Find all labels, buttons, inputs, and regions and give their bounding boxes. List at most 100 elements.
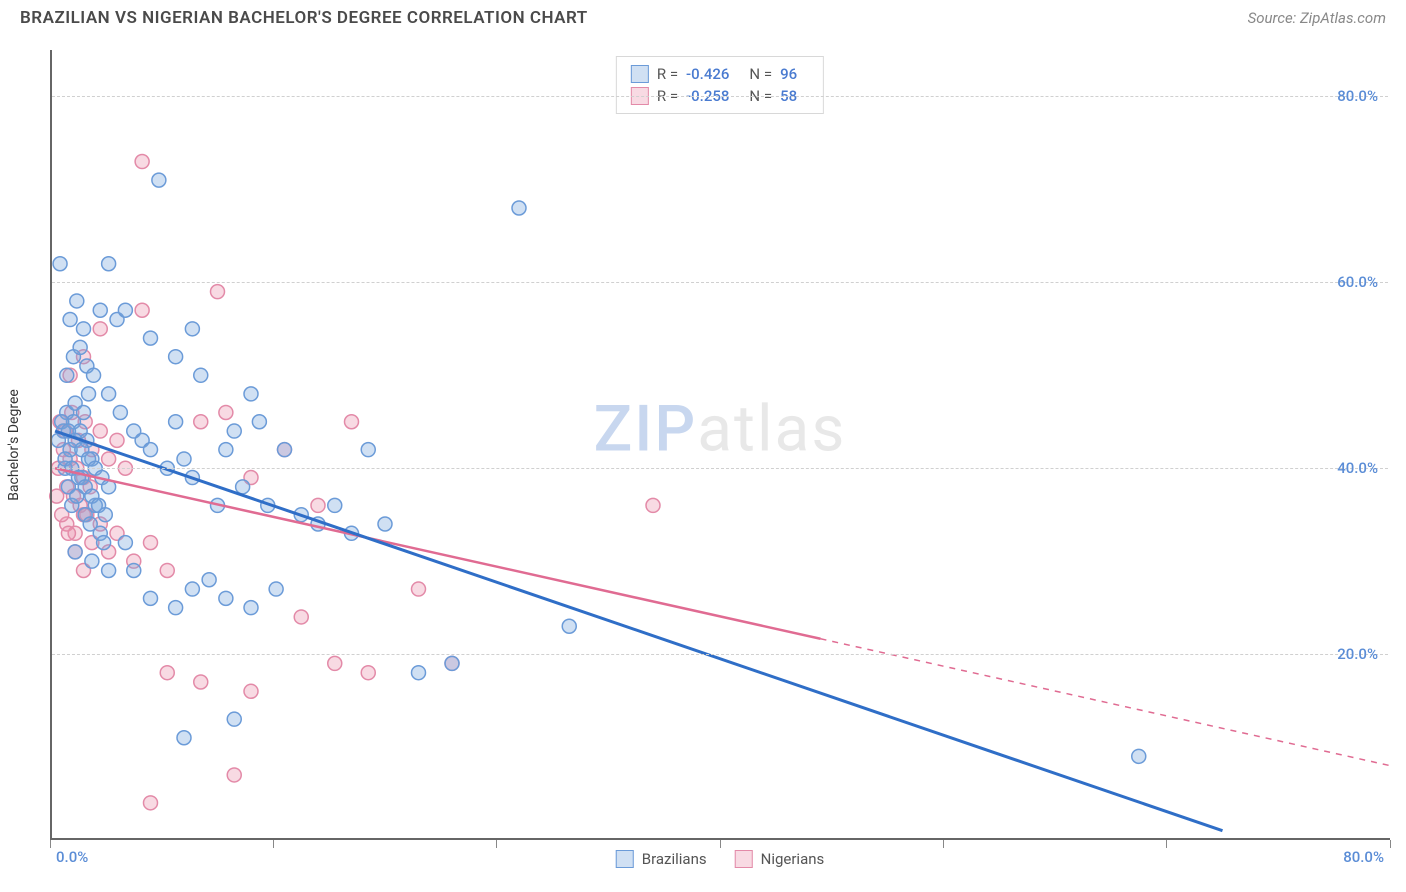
- gridline: [52, 654, 1388, 655]
- scatter-point: [135, 303, 149, 317]
- scatter-point: [113, 405, 127, 419]
- legend-swatch: [631, 65, 649, 83]
- scatter-point: [227, 712, 241, 726]
- scatter-point: [361, 666, 375, 680]
- trend-line-dashed: [821, 639, 1391, 766]
- scatter-point: [328, 498, 342, 512]
- y-axis-label: Bachelor's Degree: [6, 389, 22, 501]
- scatter-point: [345, 415, 359, 429]
- chart-source: Source: ZipAtlas.com: [1248, 9, 1386, 27]
- scatter-point: [102, 563, 116, 577]
- scatter-point: [194, 415, 208, 429]
- scatter-point: [169, 350, 183, 364]
- scatter-point: [160, 563, 174, 577]
- stat-n-value: 96: [780, 65, 797, 83]
- scatter-point: [227, 424, 241, 438]
- stat-r-value: -0.426: [686, 65, 729, 83]
- scatter-point: [177, 731, 191, 745]
- x-axis-start-label: 0.0%: [56, 848, 88, 866]
- legend-swatch: [735, 850, 753, 868]
- scatter-point: [219, 443, 233, 457]
- x-tick: [1390, 840, 1391, 848]
- scatter-point: [211, 285, 225, 299]
- scatter-point: [219, 405, 233, 419]
- scatter-point: [144, 536, 158, 550]
- scatter-point: [135, 155, 149, 169]
- scatter-point: [102, 452, 116, 466]
- scatter-point: [110, 433, 124, 447]
- scatter-point: [93, 322, 107, 336]
- scatter-point: [177, 452, 191, 466]
- scatter-point: [646, 498, 660, 512]
- scatter-point: [144, 796, 158, 810]
- scatter-point: [169, 601, 183, 615]
- legend-swatch: [616, 850, 634, 868]
- scatter-point: [185, 322, 199, 336]
- scatter-point: [294, 610, 308, 624]
- scatter-point: [70, 294, 84, 308]
- scatter-point: [160, 666, 174, 680]
- scatter-point: [144, 443, 158, 457]
- scatter-point: [144, 591, 158, 605]
- scatter-point: [87, 368, 101, 382]
- scatter-point: [102, 387, 116, 401]
- scatter-point: [169, 415, 183, 429]
- x-tick: [720, 840, 721, 848]
- scatter-svg: [50, 50, 1390, 840]
- scatter-point: [97, 536, 111, 550]
- bottom-legend-item: Brazilians: [616, 850, 707, 868]
- scatter-point: [311, 498, 325, 512]
- scatter-point: [118, 303, 132, 317]
- scatter-point: [378, 517, 392, 531]
- scatter-point: [77, 405, 91, 419]
- scatter-point: [53, 257, 67, 271]
- scatter-point: [82, 387, 96, 401]
- stat-r-label: R =: [657, 65, 678, 83]
- scatter-point: [73, 340, 87, 354]
- scatter-point: [68, 545, 82, 559]
- scatter-point: [361, 443, 375, 457]
- y-tick-label: 40.0%: [1337, 459, 1378, 477]
- chart-container: ZIPatlas Bachelor's Degree R =-0.426N =9…: [50, 50, 1390, 840]
- scatter-point: [152, 173, 166, 187]
- scatter-point: [127, 563, 141, 577]
- y-tick-label: 20.0%: [1337, 645, 1378, 663]
- x-tick: [50, 840, 51, 848]
- scatter-point: [85, 554, 99, 568]
- scatter-point: [219, 591, 233, 605]
- scatter-point: [227, 768, 241, 782]
- x-axis-end-label: 80.0%: [1343, 848, 1384, 866]
- scatter-point: [269, 582, 283, 596]
- scatter-point: [118, 536, 132, 550]
- stat-n-label: N =: [749, 65, 772, 83]
- y-tick-label: 80.0%: [1337, 87, 1378, 105]
- scatter-point: [445, 656, 459, 670]
- scatter-point: [144, 331, 158, 345]
- scatter-point: [244, 601, 258, 615]
- scatter-point: [512, 201, 526, 215]
- scatter-point: [98, 508, 112, 522]
- scatter-point: [60, 368, 74, 382]
- scatter-point: [63, 313, 77, 327]
- legend-label: Brazilians: [642, 850, 707, 868]
- scatter-point: [202, 573, 216, 587]
- trend-line: [55, 468, 820, 639]
- stat-legend-row: R = -0.426 N = 96: [631, 63, 809, 85]
- scatter-point: [61, 526, 75, 540]
- x-tick: [496, 840, 497, 848]
- scatter-point: [278, 443, 292, 457]
- scatter-point: [562, 619, 576, 633]
- y-axis-line: [50, 50, 52, 840]
- scatter-point: [1132, 749, 1146, 763]
- x-tick: [943, 840, 944, 848]
- scatter-point: [77, 322, 91, 336]
- scatter-point: [194, 368, 208, 382]
- plot-area: ZIPatlas Bachelor's Degree R =-0.426N =9…: [50, 50, 1390, 840]
- scatter-point: [236, 480, 250, 494]
- scatter-point: [93, 303, 107, 317]
- stat-legend: R =-0.426N =96R =-0.258N =58: [616, 56, 824, 114]
- chart-header: BRAZILIAN VS NIGERIAN BACHELOR'S DEGREE …: [0, 0, 1406, 36]
- bottom-legend-item: Nigerians: [735, 850, 825, 868]
- scatter-point: [244, 387, 258, 401]
- bottom-legend: Brazilians Nigerians: [616, 850, 825, 868]
